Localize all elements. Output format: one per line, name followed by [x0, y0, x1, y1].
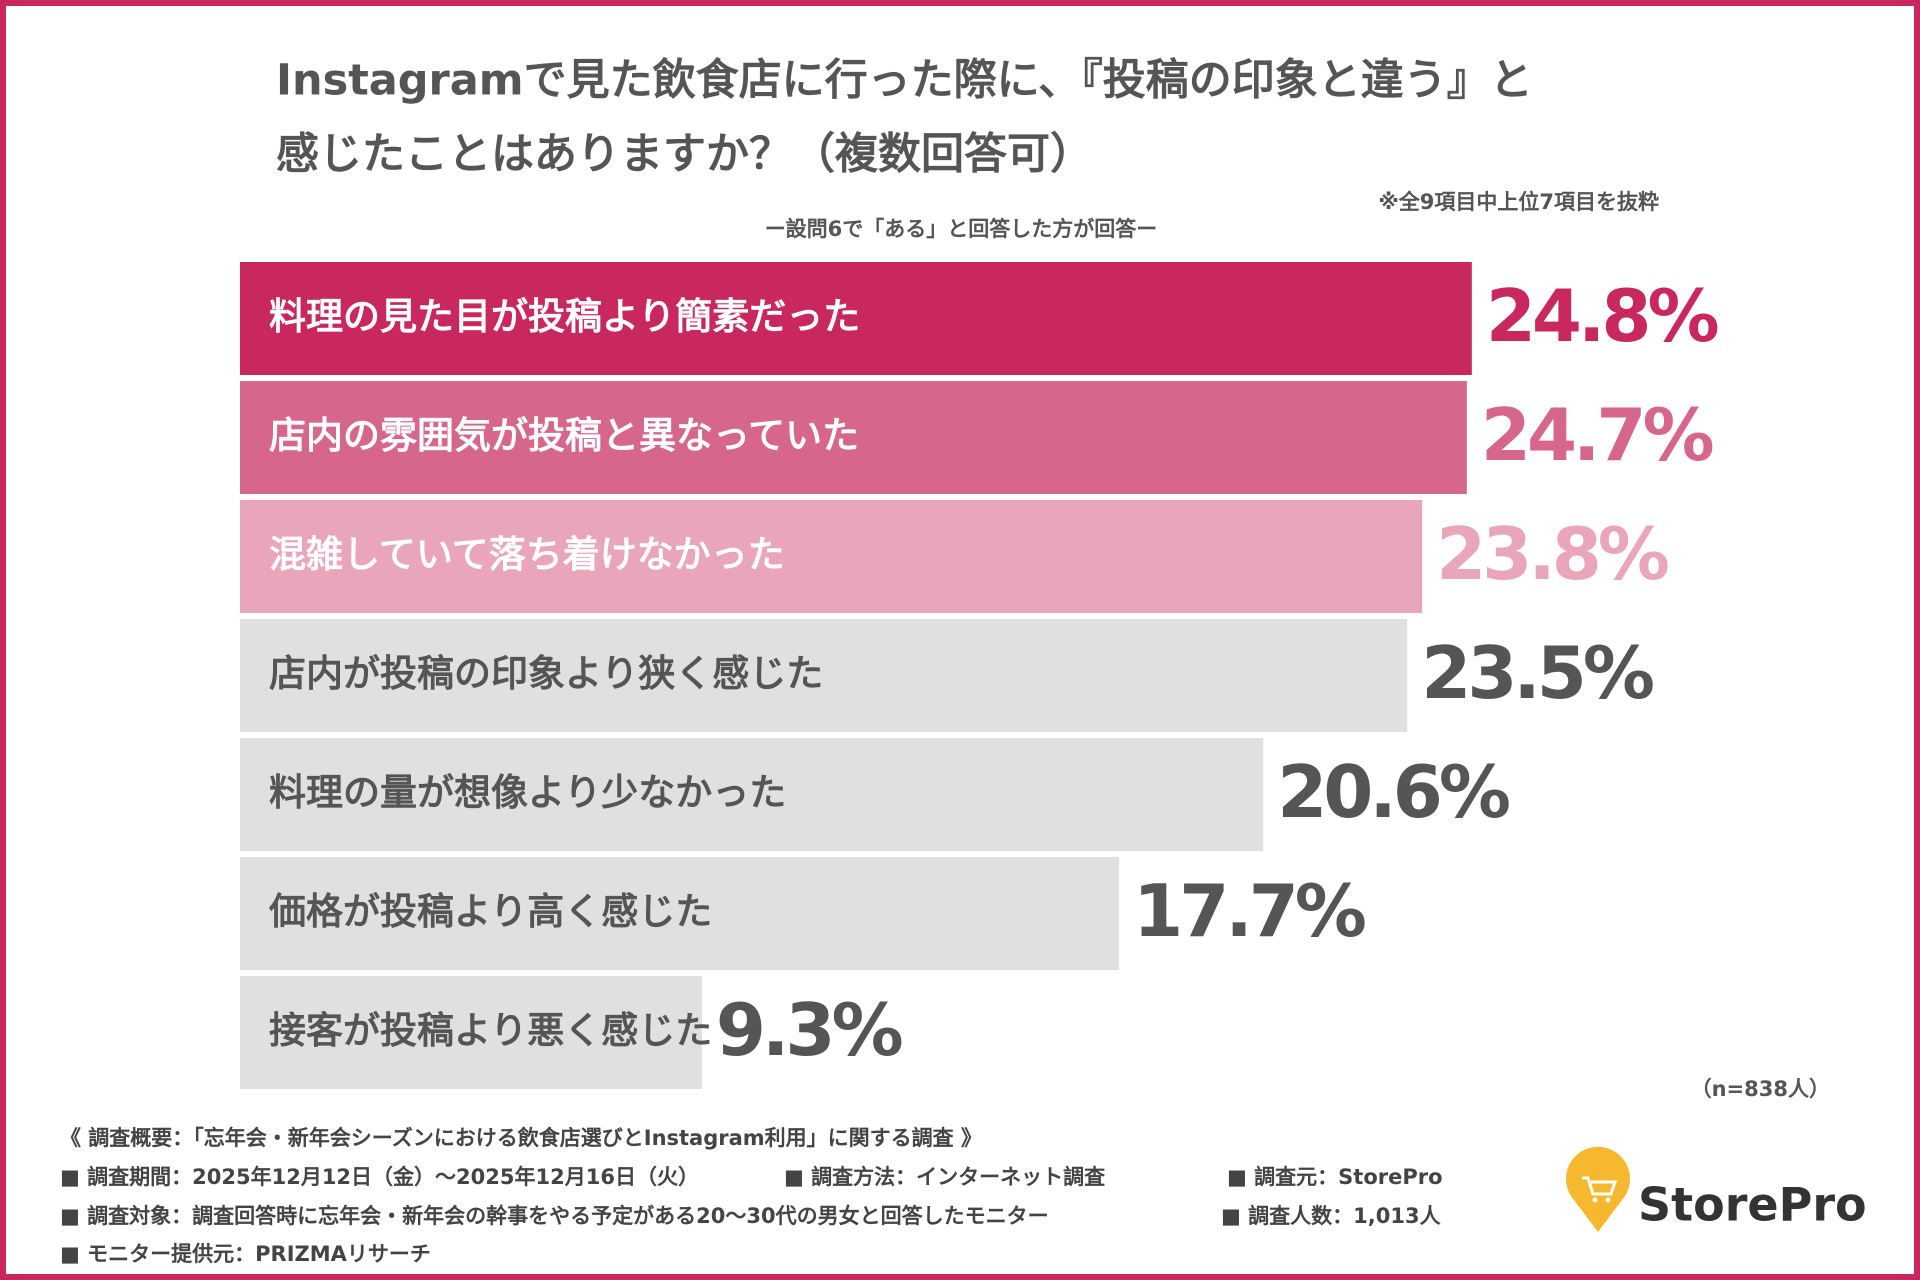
value-label: 23.5%: [1421, 631, 1653, 715]
footer-item: ■ 調査期間：2025年12月12日（金）〜2025年12月16日（火）: [60, 1165, 699, 1189]
category-label: 価格が投稿より高く感じた: [268, 890, 712, 933]
bar: [240, 976, 702, 1089]
value-label: 9.3%: [716, 988, 902, 1072]
sample-size: （n=838人）: [1691, 1077, 1830, 1101]
title-line: 感じたことはありますか？（複数回答可）: [276, 130, 1093, 180]
footer-item: ■ 調査人数：1,013人: [1221, 1204, 1441, 1228]
subtitle: ー設問6で「ある」と回答した方が回答ー: [765, 217, 1158, 241]
category-label: 料理の見た目が投稿より簡素だった: [269, 295, 860, 338]
bar: [240, 857, 1120, 970]
category-label: 店内が投稿の印象より狭く感じた: [269, 652, 823, 695]
category-label: 料理の量が想像より少なかった: [269, 771, 786, 814]
value-label: 20.6%: [1277, 750, 1509, 834]
bar: [240, 619, 1408, 732]
category-label: 混雑していて落ち着けなかった: [269, 533, 785, 576]
footer-item: ■ 調査元：StorePro: [1227, 1165, 1443, 1189]
logo-icon: [1565, 1146, 1630, 1232]
value-label: 24.7%: [1481, 393, 1713, 477]
title-line: Instagramで見た飲食店に行った際に、『投稿の印象と違う』と: [276, 56, 1533, 106]
logo-text: StorePro: [1638, 1178, 1867, 1232]
bar: [240, 262, 1472, 375]
category-label: 接客が投稿より悪く感じた: [269, 1009, 712, 1052]
note: ※全9項目中上位7項目を抜粋: [1378, 190, 1659, 214]
value-label: 23.8%: [1436, 512, 1668, 596]
bar: [240, 738, 1264, 851]
footer-item: ■ モニター提供元：PRIZMAリサーチ: [60, 1242, 431, 1266]
bar: [240, 381, 1467, 494]
value-label: 24.8%: [1486, 274, 1718, 358]
footer-item: ■ 調査方法：インターネット調査: [784, 1165, 1105, 1189]
footer-item: ■ 調査対象：調査回答時に忘年会・新年会の幹事をやる予定がある20〜30代の男女…: [60, 1204, 1049, 1228]
category-label: 店内の雰囲気が投稿と異なっていた: [269, 414, 859, 457]
bar: [240, 500, 1423, 613]
value-label: 17.7%: [1133, 869, 1365, 953]
footer-heading: 《 調査概要：「忘年会・新年会シーズンにおける飲食店選びとInstagram利用…: [60, 1126, 982, 1150]
